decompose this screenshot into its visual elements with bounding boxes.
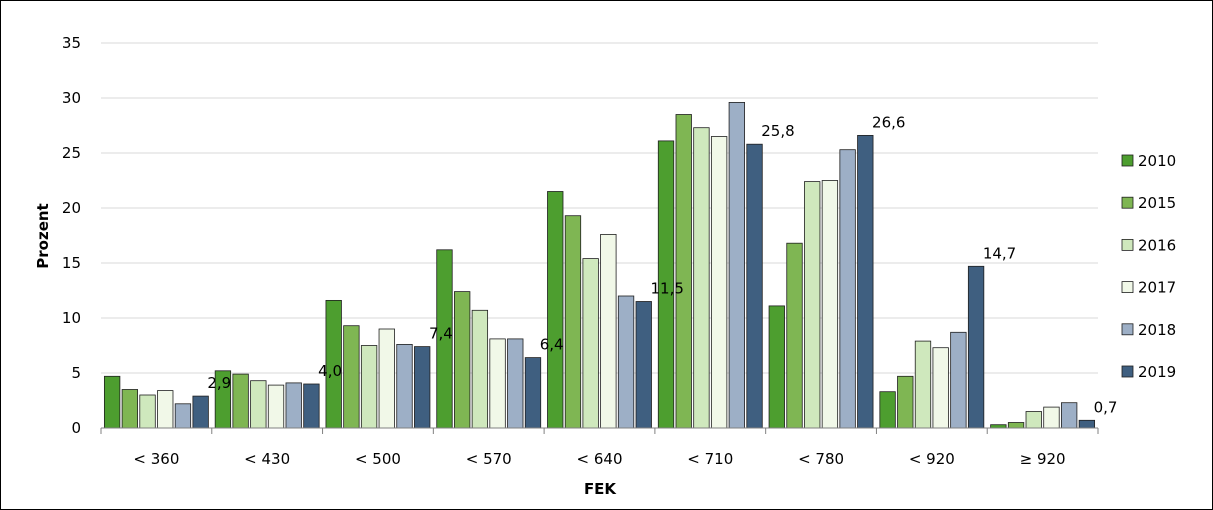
legend-label: 2010 bbox=[1138, 152, 1176, 170]
y-tick-label: 20 bbox=[62, 199, 81, 217]
y-tick-label: 10 bbox=[62, 309, 81, 327]
bar bbox=[914, 340, 932, 429]
x-tick-label: < 920 bbox=[909, 450, 955, 468]
data-label: 0,7 bbox=[1094, 398, 1118, 416]
legend-swatch bbox=[1121, 196, 1134, 209]
data-label: 14,7 bbox=[983, 244, 1016, 262]
legend-label: 2019 bbox=[1138, 363, 1176, 381]
legend-swatch bbox=[1121, 281, 1134, 294]
bar bbox=[343, 325, 360, 429]
y-tick-label: 5 bbox=[71, 364, 81, 382]
bar bbox=[746, 143, 763, 429]
bar bbox=[1078, 419, 1096, 429]
bar bbox=[675, 114, 692, 429]
bar bbox=[121, 389, 138, 429]
legend-label: 2016 bbox=[1138, 236, 1176, 254]
bar bbox=[192, 395, 209, 429]
bar bbox=[396, 343, 413, 429]
legend-swatch bbox=[1121, 323, 1134, 336]
bar bbox=[174, 403, 192, 429]
legend-label: 2018 bbox=[1138, 321, 1176, 339]
bar bbox=[821, 180, 839, 429]
y-tick-label: 0 bbox=[71, 419, 81, 437]
legend: 2010 2015 2016 2017 2018 2019 bbox=[1121, 152, 1176, 381]
bar bbox=[693, 127, 710, 429]
bar bbox=[950, 331, 967, 429]
data-labels: 2,9 4,0 7,4 6,4 11,5 25,8 26,6 14,7 0,7 bbox=[207, 113, 1117, 416]
bar bbox=[489, 338, 506, 429]
bar bbox=[360, 345, 378, 429]
bar bbox=[768, 305, 785, 429]
x-tick-label: < 360 bbox=[133, 450, 179, 468]
bar bbox=[582, 258, 599, 429]
bar bbox=[524, 357, 542, 429]
bar bbox=[378, 328, 395, 429]
bar bbox=[564, 215, 582, 429]
bar bbox=[879, 391, 896, 429]
bar bbox=[617, 295, 635, 429]
bar bbox=[414, 346, 431, 429]
x-tick-label: ≥ 920 bbox=[1020, 450, 1066, 468]
bar bbox=[139, 394, 156, 429]
y-axis-ticks: 0 5 10 15 20 25 30 35 bbox=[62, 34, 81, 437]
legend-swatch bbox=[1121, 365, 1134, 378]
bar bbox=[786, 242, 803, 429]
legend-label: 2017 bbox=[1138, 279, 1176, 297]
bar bbox=[250, 380, 267, 429]
x-tick-label: < 570 bbox=[466, 450, 512, 468]
bar bbox=[1025, 411, 1042, 429]
bar bbox=[1043, 406, 1060, 429]
bar bbox=[804, 181, 821, 429]
bar bbox=[454, 291, 471, 429]
data-label: 7,4 bbox=[429, 325, 453, 343]
bar bbox=[932, 347, 949, 429]
data-label: 26,6 bbox=[872, 113, 905, 131]
data-label: 25,8 bbox=[761, 122, 794, 140]
bar bbox=[232, 373, 249, 429]
x-axis: < 360 < 430 < 500 < 570 < 640 < 710 < 780 < 920… bbox=[100, 427, 1099, 468]
bar bbox=[1061, 402, 1078, 429]
y-tick-label: 35 bbox=[62, 34, 81, 52]
x-tick-label: < 640 bbox=[577, 450, 623, 468]
bar bbox=[967, 265, 985, 429]
data-label: 4,0 bbox=[318, 362, 342, 380]
legend-swatch bbox=[1121, 238, 1134, 251]
bar bbox=[728, 102, 745, 429]
bar bbox=[1007, 422, 1025, 429]
data-label: 6,4 bbox=[540, 336, 564, 354]
x-tick-label: < 500 bbox=[355, 450, 401, 468]
bar bbox=[157, 390, 174, 429]
y-tick-label: 30 bbox=[62, 89, 81, 107]
bar bbox=[839, 149, 856, 429]
bar bbox=[635, 301, 652, 429]
data-label: 11,5 bbox=[651, 280, 684, 298]
y-tick-label: 15 bbox=[62, 254, 81, 272]
bars bbox=[103, 102, 1096, 429]
bar bbox=[600, 233, 617, 429]
x-tick-label: < 780 bbox=[798, 450, 844, 468]
x-axis-title: FEK bbox=[584, 480, 617, 498]
legend-label: 2015 bbox=[1138, 194, 1176, 212]
bar bbox=[857, 134, 874, 429]
y-axis-title: Prozent bbox=[34, 203, 52, 268]
bar bbox=[267, 384, 285, 429]
legend-swatch bbox=[1121, 154, 1134, 167]
bar bbox=[710, 136, 728, 429]
gridlines bbox=[101, 42, 1098, 374]
bar bbox=[471, 309, 489, 429]
x-tick-label: < 430 bbox=[244, 450, 290, 468]
bar bbox=[303, 383, 320, 429]
bar bbox=[103, 375, 121, 429]
bar bbox=[547, 191, 564, 429]
y-tick-label: 25 bbox=[62, 144, 81, 162]
bar bbox=[897, 375, 914, 429]
bar bbox=[507, 338, 524, 429]
bar bbox=[285, 382, 302, 429]
data-label: 2,9 bbox=[207, 374, 231, 392]
x-tick-label: < 710 bbox=[687, 450, 733, 468]
